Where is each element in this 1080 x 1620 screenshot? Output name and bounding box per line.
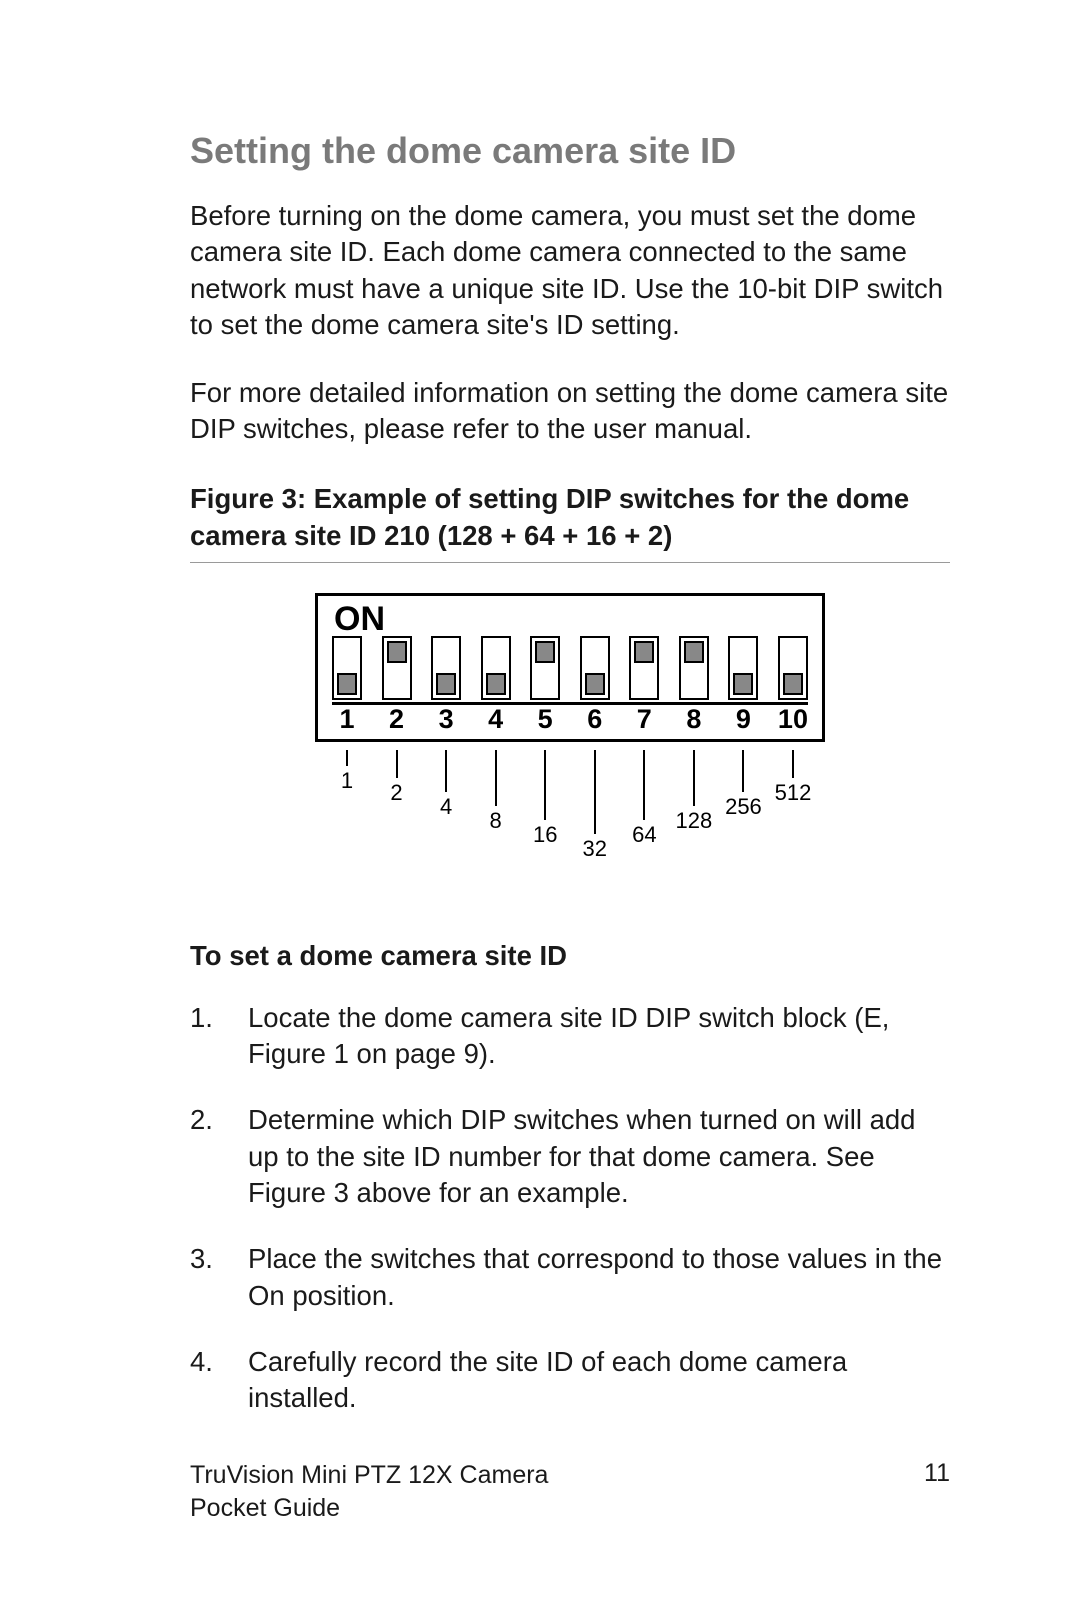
dip-value-tick — [742, 750, 744, 792]
procedure-step-number: 2. — [190, 1102, 248, 1211]
dip-value-tick — [792, 750, 794, 778]
footer-page-number: 11 — [924, 1459, 950, 1488]
dip-value-label: 1 — [341, 768, 353, 794]
procedure-step-text: Carefully record the site ID of each dom… — [248, 1344, 950, 1417]
dip-switch-8 — [679, 636, 709, 700]
procedure-heading: To set a dome camera site ID — [190, 940, 950, 972]
dip-value-label: 8 — [490, 808, 502, 834]
dip-value-label: 512 — [775, 780, 812, 806]
dip-value-label: 2 — [390, 780, 402, 806]
dip-value-label: 64 — [632, 822, 656, 848]
dip-switch-6 — [580, 636, 610, 700]
dip-switch-figure: ON 12345678910 1248163264128256512 — [315, 593, 825, 880]
dip-slider-icon — [684, 641, 704, 663]
procedure-step: 1.Locate the dome camera site ID DIP swi… — [190, 1000, 950, 1073]
procedure-step-number: 4. — [190, 1344, 248, 1417]
dip-value-tick — [346, 750, 348, 766]
dip-position-number: 8 — [679, 705, 709, 735]
procedure-step-text: Place the switches that correspond to th… — [248, 1241, 950, 1314]
dip-slider-icon — [436, 673, 456, 695]
dip-value-tick — [544, 750, 546, 820]
figure-caption-rule — [190, 562, 950, 563]
dip-switch-9 — [728, 636, 758, 700]
dip-position-number: 1 — [332, 705, 362, 735]
dip-slider-icon — [733, 673, 753, 695]
procedure-step-number: 1. — [190, 1000, 248, 1073]
footer-doc-title-line1: TruVision Mini PTZ 12X Camera — [190, 1461, 548, 1489]
dip-value-label: 32 — [583, 836, 607, 862]
figure-caption: Figure 3: Example of setting DIP switche… — [190, 480, 950, 554]
dip-value-label: 4 — [440, 794, 452, 820]
dip-position-number: 5 — [530, 705, 560, 735]
dip-value-label: 256 — [725, 794, 762, 820]
dip-position-number: 6 — [580, 705, 610, 735]
procedure-step: 3.Place the switches that correspond to … — [190, 1241, 950, 1314]
dip-slider-icon — [535, 641, 555, 663]
dip-value-tick — [643, 750, 645, 820]
dip-switch-10 — [778, 636, 808, 700]
dip-switch-row — [332, 636, 808, 700]
dip-switch-5 — [530, 636, 560, 700]
procedure-list: 1.Locate the dome camera site ID DIP swi… — [190, 1000, 950, 1417]
dip-value-label: 128 — [676, 808, 713, 834]
procedure-step: 4.Carefully record the site ID of each d… — [190, 1344, 950, 1417]
intro-paragraph-2: For more detailed information on setting… — [190, 375, 950, 448]
dip-value-tick — [693, 750, 695, 806]
dip-switch-4 — [481, 636, 511, 700]
dip-slider-icon — [486, 673, 506, 695]
dip-value-callouts: 1 2 4 8 16 32 64 128 256 512 — [315, 750, 825, 880]
dip-position-number: 4 — [481, 705, 511, 735]
dip-slider-icon — [585, 673, 605, 695]
procedure-step-text: Locate the dome camera site ID DIP switc… — [248, 1000, 950, 1073]
dip-slider-icon — [337, 673, 357, 695]
dip-position-number: 10 — [778, 705, 808, 735]
dip-position-number: 3 — [431, 705, 461, 735]
page-footer: TruVision Mini PTZ 12X Camera Pocket Gui… — [190, 1459, 950, 1524]
dip-position-number: 7 — [629, 705, 659, 735]
dip-value-tick — [495, 750, 497, 806]
intro-paragraph-1: Before turning on the dome camera, you m… — [190, 198, 950, 343]
dip-switch-7 — [629, 636, 659, 700]
dip-position-number: 2 — [382, 705, 412, 735]
dip-switch-2 — [382, 636, 412, 700]
procedure-step-text: Determine which DIP switches when turned… — [248, 1102, 950, 1211]
dip-slider-icon — [783, 673, 803, 695]
dip-value-label: 16 — [533, 822, 557, 848]
dip-switch-box: ON 123456789 10 — [315, 593, 825, 742]
page-content: Setting the dome camera site ID Before t… — [0, 0, 1080, 1416]
dip-slider-icon — [387, 641, 407, 663]
dip-switch-1 — [332, 636, 362, 700]
footer-doc-title-line2: Pocket Guide — [190, 1494, 340, 1522]
dip-value-tick — [594, 750, 596, 834]
dip-value-tick — [445, 750, 447, 792]
dip-number-row: 123456789 10 — [332, 702, 808, 735]
dip-on-label: ON — [334, 602, 808, 636]
procedure-step-number: 3. — [190, 1241, 248, 1314]
procedure-step: 2.Determine which DIP switches when turn… — [190, 1102, 950, 1211]
dip-switch-3 — [431, 636, 461, 700]
dip-slider-icon — [634, 641, 654, 663]
section-heading: Setting the dome camera site ID — [190, 130, 950, 172]
footer-doc-title: TruVision Mini PTZ 12X Camera Pocket Gui… — [190, 1459, 548, 1524]
dip-value-tick — [396, 750, 398, 778]
dip-position-number: 9 — [728, 705, 758, 735]
